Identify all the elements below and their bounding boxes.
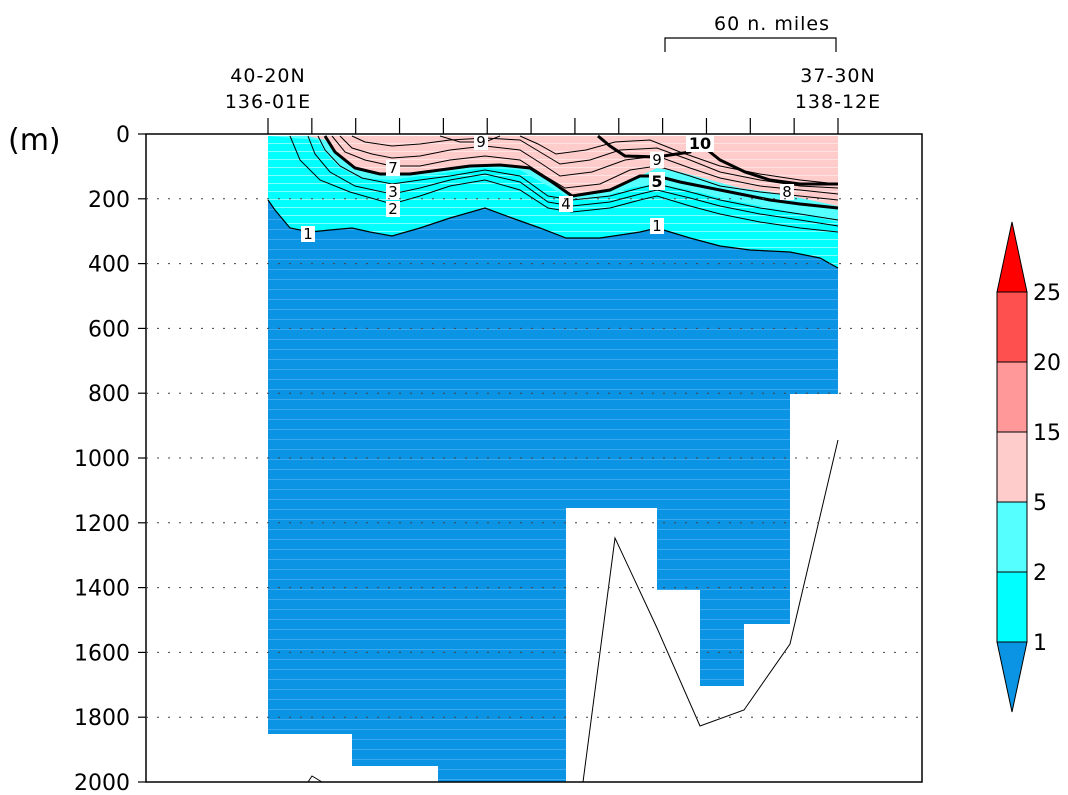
contour-label: 10 xyxy=(689,134,711,153)
scale-bar-label: 60 n. miles xyxy=(714,13,830,35)
bottom-topography-line-left xyxy=(307,775,323,783)
contour-label: 4 xyxy=(561,195,571,213)
start-lon-label: 136-01E xyxy=(225,91,311,113)
y-tick-label: 600 xyxy=(88,317,130,342)
y-axis: 0 200 400 600 800 1000 1200 1400 1600 1800 2000 xyxy=(74,123,146,795)
contour-1 xyxy=(267,199,839,269)
section-fill xyxy=(268,136,838,782)
colorbar-label: 2 xyxy=(1033,561,1047,586)
station-ticks xyxy=(267,118,839,134)
scale-bar: 60 n. miles xyxy=(664,13,837,52)
y-tick-label: 1800 xyxy=(74,706,130,731)
y-tick-label: 1200 xyxy=(74,512,130,537)
contour-5 xyxy=(323,135,839,210)
y-tick-label: 2000 xyxy=(74,771,130,795)
region-below-1 xyxy=(268,200,838,782)
y-tick-label: 800 xyxy=(88,382,130,407)
contour-8 xyxy=(351,135,839,189)
colorbar-box xyxy=(996,291,1028,363)
end-lon-label: 138-12E xyxy=(795,91,881,113)
contour-4 xyxy=(317,135,839,221)
y-tick-label: 400 xyxy=(88,253,130,278)
y-unit-label: (m) xyxy=(8,123,61,158)
end-lat-label: 37-30N xyxy=(800,65,875,87)
start-lat-label: 40-20N xyxy=(230,65,305,87)
colorbar-label: 25 xyxy=(1033,281,1061,306)
bottom-topography-line xyxy=(582,439,839,783)
colorbar-box xyxy=(996,431,1028,503)
colorbar-box xyxy=(996,361,1028,433)
contour-label: 1 xyxy=(303,225,313,243)
y-tick-label: 1400 xyxy=(74,577,130,602)
contour-label: 7 xyxy=(388,159,398,177)
contour-labels: 9 10 9 7 5 3 8 2 4 1 1 xyxy=(301,133,794,243)
region-5-15 xyxy=(308,136,838,206)
contour-label: 8 xyxy=(782,183,792,201)
contour-lines xyxy=(267,134,839,269)
colorbar-label: 5 xyxy=(1033,491,1047,516)
contour-9 xyxy=(439,135,839,185)
contour-label: 3 xyxy=(388,183,398,201)
contour-label: 1 xyxy=(652,217,662,235)
colorbar-high-extension xyxy=(996,221,1028,293)
y-tick-label: 0 xyxy=(116,123,130,148)
colorbar-box xyxy=(996,501,1028,573)
contour-label: 9 xyxy=(652,151,662,169)
contour-label: 5 xyxy=(651,172,662,191)
colorbar-label: 15 xyxy=(1033,421,1061,446)
contour-2 xyxy=(289,135,839,233)
contour-label: 9 xyxy=(476,133,486,151)
contour-3 xyxy=(307,135,839,227)
y-tick-label: 1000 xyxy=(74,447,130,472)
contour-7 xyxy=(339,135,839,195)
colorbar-label: 1 xyxy=(1033,631,1047,656)
colorbar-box xyxy=(996,571,1028,643)
y-tick-label: 200 xyxy=(88,188,130,213)
contour-label: 2 xyxy=(388,200,398,218)
colorbar-label: 20 xyxy=(1033,351,1061,376)
y-tick-label: 1600 xyxy=(74,641,130,666)
colorbar-low-extension xyxy=(996,641,1028,713)
